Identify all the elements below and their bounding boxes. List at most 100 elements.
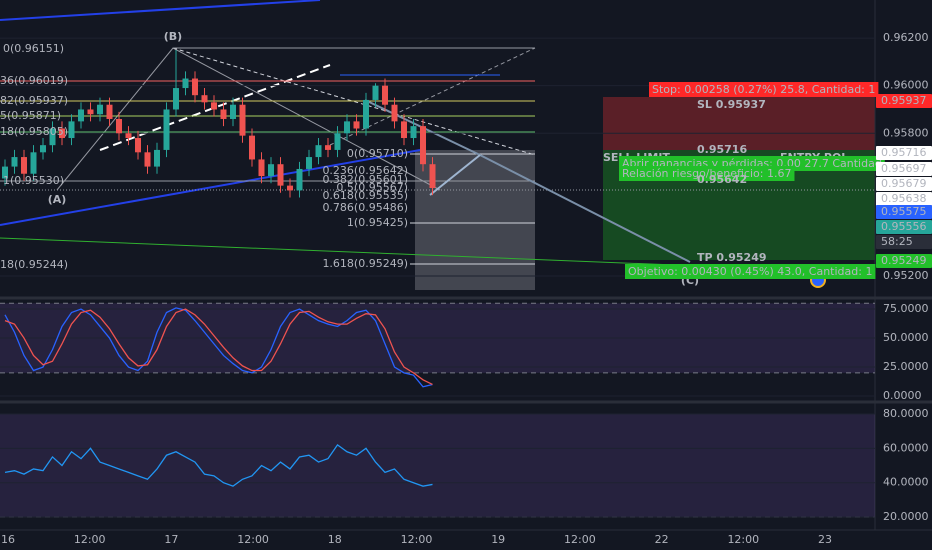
- time-label: 16: [1, 533, 15, 546]
- candle-body: [220, 109, 227, 119]
- y-tick-label: 0.96200: [883, 31, 929, 44]
- indicator-line: [4, 307, 433, 388]
- price-badge: [876, 192, 932, 206]
- annotation: 18(0.95805): [0, 125, 68, 138]
- y-tick-label: 20.0000: [883, 510, 929, 523]
- candle-body: [277, 164, 284, 186]
- candle-body: [49, 128, 56, 146]
- annotation: TP 0.95249: [697, 251, 767, 264]
- candle-body: [78, 109, 84, 122]
- price-badge-label: 0.95679: [881, 177, 927, 190]
- price-badge: [876, 205, 932, 219]
- annotation: 0.618(0.95535): [322, 189, 408, 202]
- candle-body: [154, 149, 160, 167]
- candle-body: [296, 168, 303, 191]
- annotation: 1.618(0.95249): [322, 257, 408, 270]
- annotation: 0.236(0.95642): [322, 164, 408, 177]
- drawings: [0, 0, 932, 531]
- y-tick-label: 0.95200: [883, 269, 929, 282]
- annotation: Stop: 0.00258 (0.27%) 25.8, Cantidad: 1: [652, 83, 875, 96]
- annotation: (A): [48, 193, 67, 206]
- annotation: (B): [164, 30, 182, 43]
- candle-body: [11, 157, 18, 167]
- candle-body: [125, 133, 132, 139]
- candle-body: [249, 135, 255, 160]
- annotation: 0(0.95710): [347, 147, 408, 160]
- candle-body: [135, 138, 141, 153]
- y-tick-label: 80.0000: [883, 407, 929, 420]
- annotation: 0.95642: [697, 173, 747, 186]
- stop-zone: [603, 97, 875, 150]
- annotation: 0.95716: [697, 143, 747, 156]
- candle-body: [239, 104, 246, 136]
- projection-arrow: [429, 154, 481, 196]
- candle-body: [382, 85, 388, 105]
- candle-body: [40, 145, 46, 153]
- annotation: SL 0.95937: [697, 98, 766, 111]
- candle-body: [173, 88, 179, 110]
- annotation: 0(0.96151): [3, 42, 64, 55]
- time-label: 19: [491, 533, 505, 546]
- annotation: 36(0.96019): [0, 74, 68, 87]
- time-label: 12:00: [564, 533, 596, 546]
- channel-bottom: [0, 149, 421, 226]
- candle-body: [230, 104, 236, 119]
- annotation: Relación riesgo/beneficio: 1.67: [622, 167, 791, 180]
- y-tick-label: 25.0000: [883, 360, 929, 373]
- time-label: 17: [164, 533, 178, 546]
- candle-body: [306, 157, 312, 169]
- time-label: 12:00: [727, 533, 759, 546]
- candle-body: [87, 109, 94, 115]
- price-badge-label: 0.95638: [881, 192, 927, 205]
- annotation: 0.786(0.95486): [322, 201, 408, 214]
- annotation: 0.382(0.95601): [322, 173, 408, 186]
- candle-body: [258, 159, 265, 177]
- candle-body: [325, 145, 331, 150]
- y-tick-label: 50.0000: [883, 331, 929, 344]
- y-tick-label: 0.0000: [883, 389, 922, 402]
- price-badge: [876, 162, 932, 176]
- price-badge: [876, 177, 932, 191]
- time-label: 22: [655, 533, 669, 546]
- dash-channel: [99, 64, 331, 151]
- candle-body: [315, 145, 322, 158]
- candle-body: [420, 126, 426, 165]
- candle-body: [2, 166, 8, 179]
- candle-body: [68, 121, 75, 139]
- candle-body: [363, 99, 369, 129]
- candle-body: [401, 121, 407, 139]
- price-badge-label: 58:25: [881, 235, 913, 248]
- annotation-bg: [649, 82, 879, 97]
- candle-body: [106, 104, 113, 119]
- candle-body: [97, 104, 103, 115]
- candle-body: [182, 78, 189, 89]
- band-fill: [0, 413, 875, 518]
- candle-body: [268, 164, 274, 177]
- annotation: 18(0.95244): [0, 258, 68, 271]
- candle-body: [391, 104, 398, 122]
- indicator-line: [4, 308, 433, 386]
- y-tick-label: 75.0000: [883, 302, 929, 315]
- time-label: 12:00: [74, 533, 106, 546]
- price-badge-label: 0.95575: [881, 205, 927, 218]
- time-label: 12:00: [237, 533, 269, 546]
- price-badge: [876, 235, 932, 249]
- annotation: 5(0.95871): [0, 109, 61, 122]
- candle-body: [353, 121, 360, 129]
- annotation-bg: [625, 264, 876, 279]
- price-badge: [876, 94, 932, 108]
- annotation: 1(0.95530): [3, 174, 64, 187]
- price-badge-label: 0.95556: [881, 220, 927, 233]
- price-badge: [876, 220, 932, 234]
- candle-body: [116, 118, 122, 134]
- candle-body: [192, 78, 198, 96]
- candle-body: [211, 102, 217, 110]
- trend-line: [0, 237, 701, 267]
- y-tick-label: 60.0000: [883, 441, 929, 454]
- candle-body: [21, 157, 27, 174]
- y-tick-label: 0.95800: [883, 126, 929, 139]
- price-badge-label: 0.95716: [881, 146, 927, 159]
- annotation: 0.5(0.95567): [336, 181, 408, 194]
